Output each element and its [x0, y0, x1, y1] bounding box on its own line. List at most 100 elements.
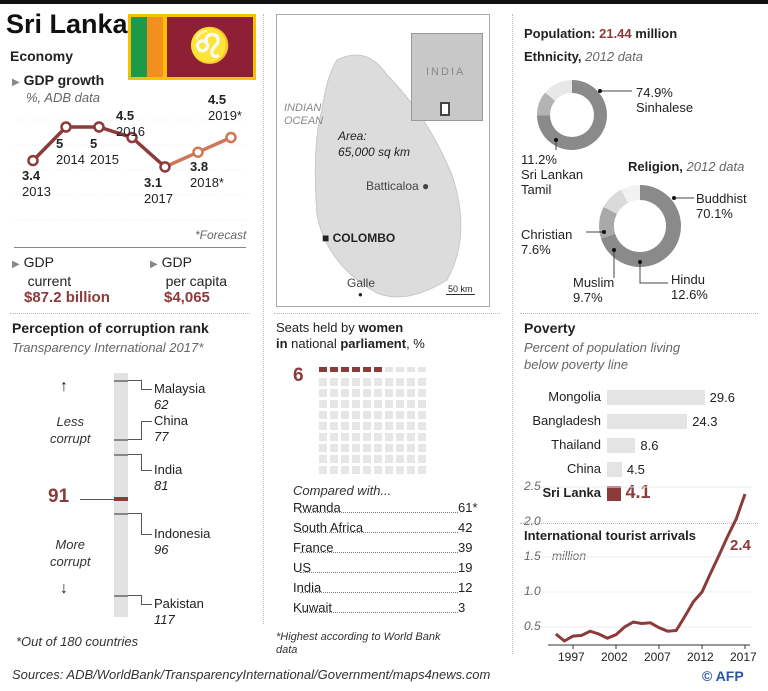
waffle-cell	[352, 466, 360, 474]
top-bar	[0, 0, 768, 4]
rank-marker	[114, 497, 128, 501]
rank-leader	[142, 604, 152, 605]
divider	[520, 313, 758, 314]
waffle-cell	[374, 378, 382, 386]
christian-label: Christian	[521, 227, 573, 242]
waffle-cell	[363, 422, 371, 430]
waffle-cell	[341, 378, 349, 386]
waffle-cell	[418, 455, 426, 463]
country-rank: 81	[154, 478, 169, 493]
waffle-cell	[352, 455, 360, 463]
gdp-point	[93, 121, 105, 133]
waffle-cell	[363, 389, 371, 397]
country-name: Malaysia	[154, 381, 206, 396]
gdp-year-label: 2015	[90, 152, 119, 167]
waffle-cell	[363, 444, 371, 452]
gdp-per-capita-value: $4,065	[164, 289, 210, 306]
divider	[10, 313, 250, 314]
divider	[512, 14, 513, 654]
country-name: China	[154, 413, 188, 428]
city-dot: ●	[358, 290, 363, 299]
gdp-point	[27, 154, 39, 167]
waffle-cell	[363, 367, 371, 372]
waffle-cell	[341, 466, 349, 474]
waffle-cell	[385, 378, 393, 386]
waffle-cell	[374, 367, 382, 372]
poverty-country: China	[567, 461, 601, 476]
country-name: India	[154, 462, 183, 477]
religion-subtitle: 2012 data	[682, 159, 745, 174]
divider	[263, 14, 264, 624]
gdp-per-capita-label: per capita	[165, 273, 228, 289]
poverty-title: Poverty	[524, 320, 576, 336]
waffle-cell	[319, 367, 327, 372]
muslim-label: Muslim	[573, 275, 615, 290]
waffle-cell	[407, 433, 415, 441]
waffle-cell	[319, 378, 327, 386]
women-title-bold: parliament	[340, 336, 407, 351]
waffle-cell	[341, 411, 349, 419]
waffle-cell	[341, 433, 349, 441]
hindu-pct: 12.6%	[671, 287, 708, 302]
population-label: Population:	[524, 26, 600, 41]
country-value: 61*	[458, 500, 478, 515]
waffle-cell	[418, 422, 426, 430]
waffle-cell	[330, 400, 338, 408]
corruption-scale-bar	[114, 373, 128, 617]
sources: Sources: ADB/WorldBank/TransparencyInter…	[12, 667, 491, 682]
city-batticaloa: Batticaloa	[366, 179, 419, 193]
waffle-cell	[396, 466, 404, 474]
tamil-label: Sri Lankan	[521, 167, 584, 182]
gdp-per-capita-label: GDP	[161, 254, 192, 270]
callout-dot	[612, 248, 616, 252]
buddhist-label: Buddhist	[696, 191, 747, 206]
sri-lanka-flag: ♌	[128, 14, 256, 80]
triangle-icon: ▶	[12, 259, 20, 270]
waffle-cell	[363, 466, 371, 474]
waffle-cell	[418, 400, 426, 408]
buddhist-pct: 70.1%	[696, 206, 733, 221]
triangle-icon: ▶	[12, 77, 20, 88]
poverty-country: Bangladesh	[532, 413, 601, 428]
forecast-note: *Forecast	[195, 228, 247, 242]
waffle-cell	[374, 466, 382, 474]
waffle-cell	[418, 466, 426, 474]
waffle-cell	[352, 422, 360, 430]
less-corrupt-label: corrupt	[50, 431, 91, 446]
waffle-cell	[341, 389, 349, 397]
waffle-cell	[407, 389, 415, 397]
x-tick-label: 1997	[558, 650, 585, 664]
waffle-cell	[374, 433, 382, 441]
y-tick-label: 1.5	[524, 549, 541, 563]
waffle-cell	[330, 389, 338, 397]
more-corrupt-label: corrupt	[50, 554, 91, 569]
waffle-cell	[385, 422, 393, 430]
callout-dot	[638, 260, 642, 264]
waffle-cell	[363, 411, 371, 419]
waffle-cell	[396, 367, 404, 372]
triangle-icon: ▶	[150, 259, 158, 270]
waffle-cell	[319, 400, 327, 408]
population-unit: million	[631, 26, 678, 41]
waffle-cell	[407, 466, 415, 474]
city-colombo: COLOMBO	[332, 231, 396, 245]
waffle-cell	[396, 389, 404, 397]
waffle-cell	[385, 411, 393, 419]
waffle-cell	[407, 378, 415, 386]
country-name: South Africa	[293, 520, 364, 535]
gdp-data-label: 3.8	[190, 159, 209, 174]
women-title-bold: women	[358, 320, 404, 335]
tourism-end-label: 2.4	[730, 537, 751, 554]
country-value: 3	[458, 600, 466, 615]
waffle-cell	[407, 411, 415, 419]
callout-dot	[602, 230, 606, 234]
compared-label: Compared with...	[293, 483, 392, 498]
poverty-country: Thailand	[551, 437, 601, 452]
gdp-point	[192, 146, 204, 158]
waffle-cell	[418, 378, 426, 386]
waffle-cell	[352, 411, 360, 419]
gdp-line-segment	[164, 150, 199, 169]
religion-slice	[600, 185, 682, 267]
sri-lanka-map	[314, 54, 462, 298]
